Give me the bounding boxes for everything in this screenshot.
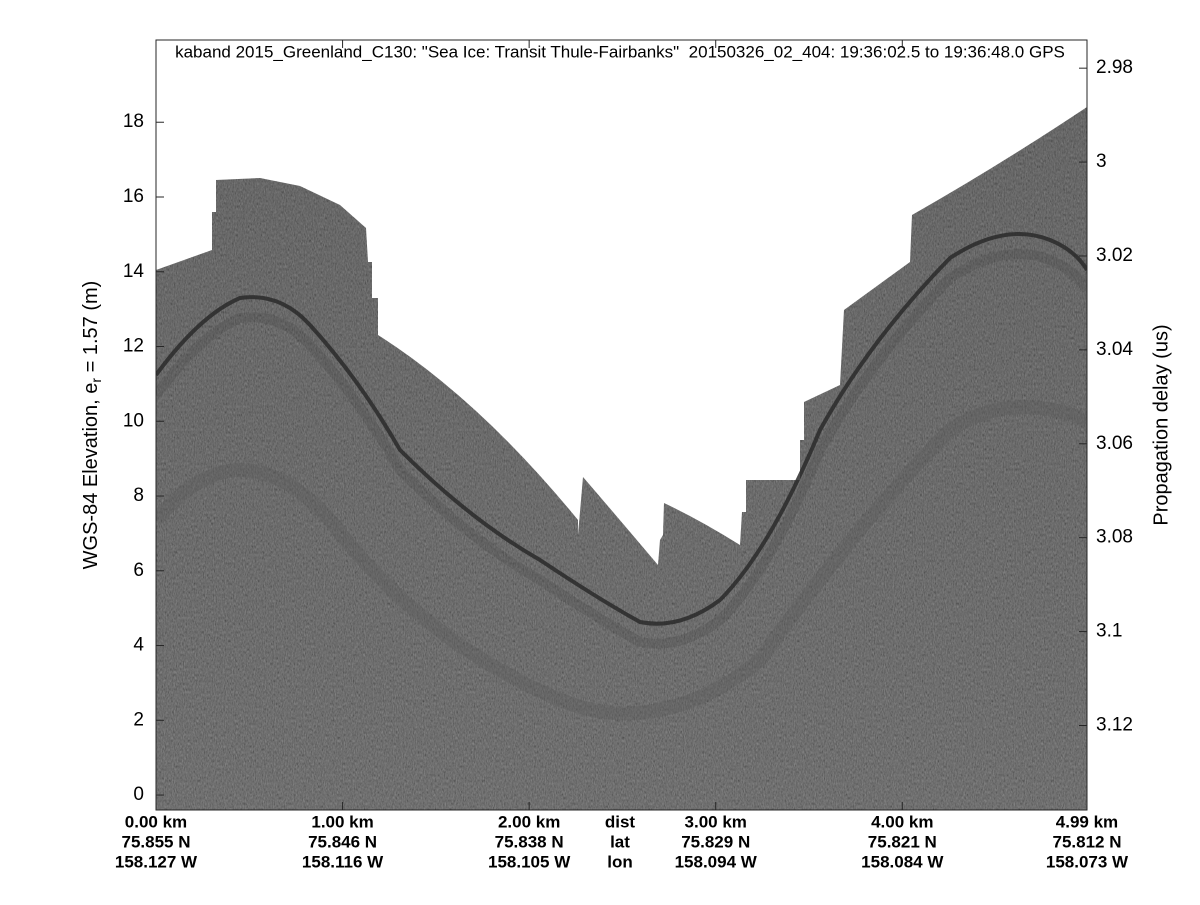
y2-tick-label: 3.08 (1096, 527, 1133, 548)
y-tick-label: 8 (133, 485, 144, 506)
y-tick-label: 18 (123, 111, 144, 132)
x-tick-label: 2.00 km (498, 812, 560, 831)
y2-tick-label: 3.06 (1096, 433, 1133, 454)
lat-label: 75.812 N (1053, 832, 1122, 851)
y-tick-label: 0 (133, 784, 144, 805)
plot-frame (155, 39, 1088, 811)
x-tick-label: 4.99 km (1056, 812, 1118, 831)
y-axis-label-suffix: = 1.57 (m) (80, 281, 102, 378)
x-tick-label: 1.00 km (311, 812, 373, 831)
y2-tick-label: 3.04 (1096, 339, 1133, 360)
lat-label: 75.821 N (868, 832, 937, 851)
row-label: lon (607, 852, 633, 871)
y-tick-label: 10 (123, 410, 144, 431)
radar-return (156, 107, 1087, 810)
y2-tick-label: 3.1 (1096, 621, 1122, 642)
y-axis-label-subscript: r (88, 378, 104, 383)
lon-label: 158.073 W (1046, 852, 1129, 871)
x-tick-label: 3.00 km (685, 812, 747, 831)
x-tick-label: 0.00 km (125, 812, 187, 831)
subsurface-layer (156, 400, 1087, 721)
y-tick-label: 4 (133, 635, 144, 656)
surface-shadow (156, 249, 1087, 649)
y-tick-label: 6 (133, 560, 144, 581)
lat-label: 75.838 N (495, 832, 564, 851)
surface-return (156, 232, 1087, 626)
lon-label: 158.084 W (861, 852, 944, 871)
y-axis-label-text: WGS-84 Elevation, e (80, 383, 102, 570)
lon-label: 158.094 W (675, 852, 758, 871)
x-tick-label: 4.00 km (871, 812, 933, 831)
lat-label: 75.846 N (308, 832, 377, 851)
y2-tick-label: 2.98 (1096, 57, 1133, 78)
lon-label: 158.116 W (302, 852, 384, 871)
y2-tick-label: 3.12 (1096, 715, 1133, 736)
lat-label: 75.829 N (681, 832, 750, 851)
y2-tick-label: 3.02 (1096, 245, 1133, 266)
y-tick-label: 12 (123, 336, 144, 357)
y-tick-label: 16 (123, 186, 144, 207)
lon-label: 158.105 W (488, 852, 571, 871)
row-label: dist (605, 812, 636, 831)
y2-tick-label: 3 (1096, 151, 1107, 172)
y-tick-label: 14 (123, 261, 145, 282)
lat-label: 75.855 N (122, 832, 191, 851)
y2-axis-label: Propagation delay (us) (1150, 324, 1172, 525)
y-tick-label: 2 (133, 709, 144, 730)
chart-title: kaband 2015_Greenland_C130: "Sea Ice: Tr… (175, 42, 1065, 61)
lon-label: 158.127 W (115, 852, 198, 871)
row-label: lat (610, 832, 630, 851)
echogram-image (156, 107, 1087, 810)
y-axis-label: WGS-84 Elevation, er = 1.57 (m) (80, 281, 103, 570)
